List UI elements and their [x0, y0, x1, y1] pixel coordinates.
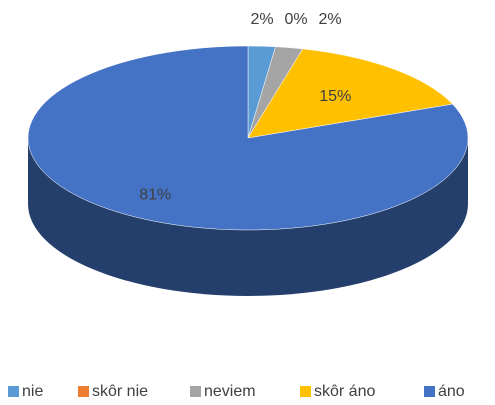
data-label: 0% [284, 11, 307, 28]
legend-swatch [78, 386, 89, 397]
pie-slice-side [28, 138, 468, 296]
pie-slice [27, 45, 469, 231]
data-label: 2% [318, 11, 341, 28]
legend-swatch [190, 386, 201, 397]
data-label: 2% [250, 11, 273, 28]
pie-slice [247, 48, 454, 139]
legend-swatch [8, 386, 19, 397]
legend-swatch [300, 386, 311, 397]
legend-label: áno [438, 383, 465, 400]
legend-label: skôr nie [92, 383, 148, 400]
legend-label: neviem [204, 383, 256, 400]
data-label: 81% [139, 186, 171, 203]
data-label: 15% [319, 88, 351, 105]
legend-label: nie [22, 383, 43, 400]
legend-swatch [424, 386, 435, 397]
legend-label: skôr áno [314, 383, 375, 400]
